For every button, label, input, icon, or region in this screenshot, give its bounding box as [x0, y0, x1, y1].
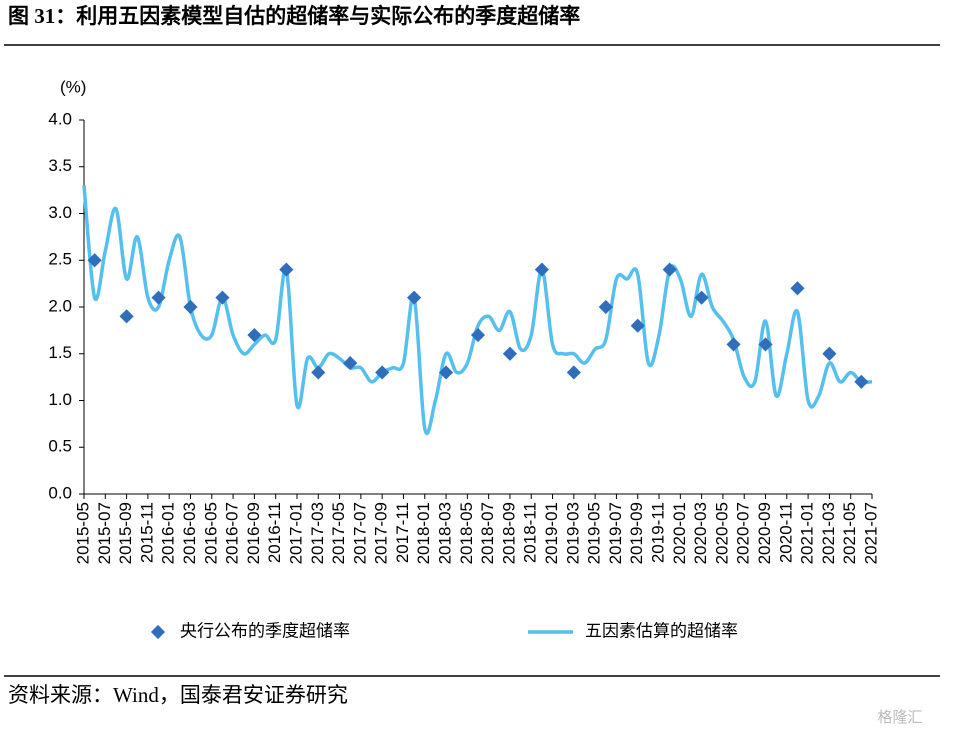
- x-tick-label: 2021-07: [861, 502, 880, 564]
- diamond-marker: [694, 290, 709, 305]
- x-tick-label: 2016-09: [244, 502, 263, 564]
- x-tick-label: 2017-01: [286, 502, 305, 564]
- y-tick-label: 4.0: [48, 109, 72, 128]
- diamond-marker: [502, 346, 518, 361]
- diamond-marker: [854, 374, 869, 389]
- x-tick-label: 2021-03: [819, 502, 838, 564]
- x-tick-label: 2015-05: [73, 502, 92, 564]
- x-tick-label: 2019-01: [542, 502, 561, 564]
- x-tick-label: 2016-07: [223, 502, 242, 564]
- chart-title: 图 31：利用五因素模型自估的超储率与实际公布的季度超储率: [8, 4, 580, 28]
- x-tick-label: 2017-03: [308, 502, 327, 564]
- x-tick-label: 2018-11: [521, 502, 540, 563]
- diamond-marker: [534, 262, 549, 277]
- x-tick-label: 2020-07: [734, 502, 753, 564]
- x-tick-label: 2018-07: [478, 502, 497, 564]
- diamond-marker: [758, 337, 773, 352]
- x-tick-label: 2020-03: [691, 502, 710, 564]
- diamond-marker: [662, 262, 677, 277]
- diamond-marker: [215, 290, 230, 305]
- diamond-marker: [630, 318, 645, 333]
- x-tick-label: 2021-01: [798, 502, 817, 564]
- x-tick-label: 2017-11: [393, 502, 412, 563]
- diamond-marker: [151, 290, 166, 305]
- x-tick-label: 2017-09: [372, 502, 391, 564]
- x-tick-label: 2018-03: [436, 502, 455, 564]
- x-tick-label: 2017-05: [329, 502, 348, 564]
- x-tick-label: 2016-01: [159, 502, 178, 564]
- y-tick-label: 1.5: [48, 343, 72, 362]
- y-tick-label: 2.0: [48, 296, 72, 315]
- diamond-marker: [87, 253, 102, 268]
- diamond-marker: [343, 356, 358, 371]
- diamond-marker: [183, 299, 198, 315]
- diamond-marker: [790, 281, 805, 296]
- legend-label: 央行公布的季度超储率: [180, 621, 350, 640]
- y-tick-label: 3.5: [48, 156, 72, 175]
- x-tick-label: 2020-09: [755, 502, 774, 564]
- x-tick-label: 2019-03: [563, 502, 582, 564]
- x-tick-label: 2016-11: [265, 502, 284, 563]
- x-tick-label: 2015-09: [116, 502, 135, 564]
- diamond-marker: [247, 327, 262, 343]
- y-tick-label: 1.0: [48, 390, 72, 409]
- x-tick-label: 2019-07: [606, 502, 625, 564]
- diamond-marker: [726, 337, 741, 352]
- x-tick-label: 2019-09: [627, 502, 646, 564]
- y-tick-label: 3.0: [48, 203, 72, 222]
- diamond-marker: [438, 365, 454, 380]
- diamond-marker: [119, 309, 134, 324]
- source: 资料来源：Wind，国泰君安证券研究: [8, 683, 348, 707]
- x-tick-label: 2017-07: [350, 502, 369, 564]
- x-tick-label: 2016-05: [201, 502, 220, 564]
- diamond-marker: [566, 365, 581, 380]
- x-tick-label: 2020-01: [670, 502, 689, 564]
- x-tick-label: 2018-05: [457, 502, 476, 564]
- x-tick-label: 2015-07: [95, 502, 114, 564]
- diamond-marker: [470, 327, 486, 343]
- y-axis-label: (%): [60, 77, 86, 96]
- diamond-marker: [598, 299, 613, 315]
- diamond-marker: [822, 346, 837, 361]
- x-tick-label: 2019-11: [649, 502, 668, 563]
- watermark: 格隆汇: [877, 709, 922, 726]
- x-tick-label: 2020-05: [712, 502, 731, 564]
- x-tick-label: 2018-09: [499, 502, 518, 564]
- diamond-marker: [375, 365, 390, 380]
- y-tick-label: 0.0: [48, 483, 72, 502]
- series-line: [82, 185, 873, 435]
- x-tick-label: 2021-05: [840, 502, 859, 564]
- x-tick-label: 2018-01: [414, 502, 433, 564]
- x-tick-label: 2020-11: [776, 502, 795, 563]
- y-tick-label: 0.5: [48, 437, 72, 456]
- x-tick-label: 2015-11: [137, 502, 156, 563]
- diamond-marker: [279, 262, 294, 277]
- legend-label: 五因素估算的超储率: [585, 621, 738, 640]
- diamond-marker: [407, 290, 422, 305]
- legend-swatch: [150, 624, 166, 640]
- diamond-marker: [311, 365, 326, 380]
- x-tick-label: 2019-05: [585, 502, 604, 564]
- x-tick-label: 2016-03: [180, 502, 199, 564]
- y-tick-label: 2.5: [48, 250, 72, 269]
